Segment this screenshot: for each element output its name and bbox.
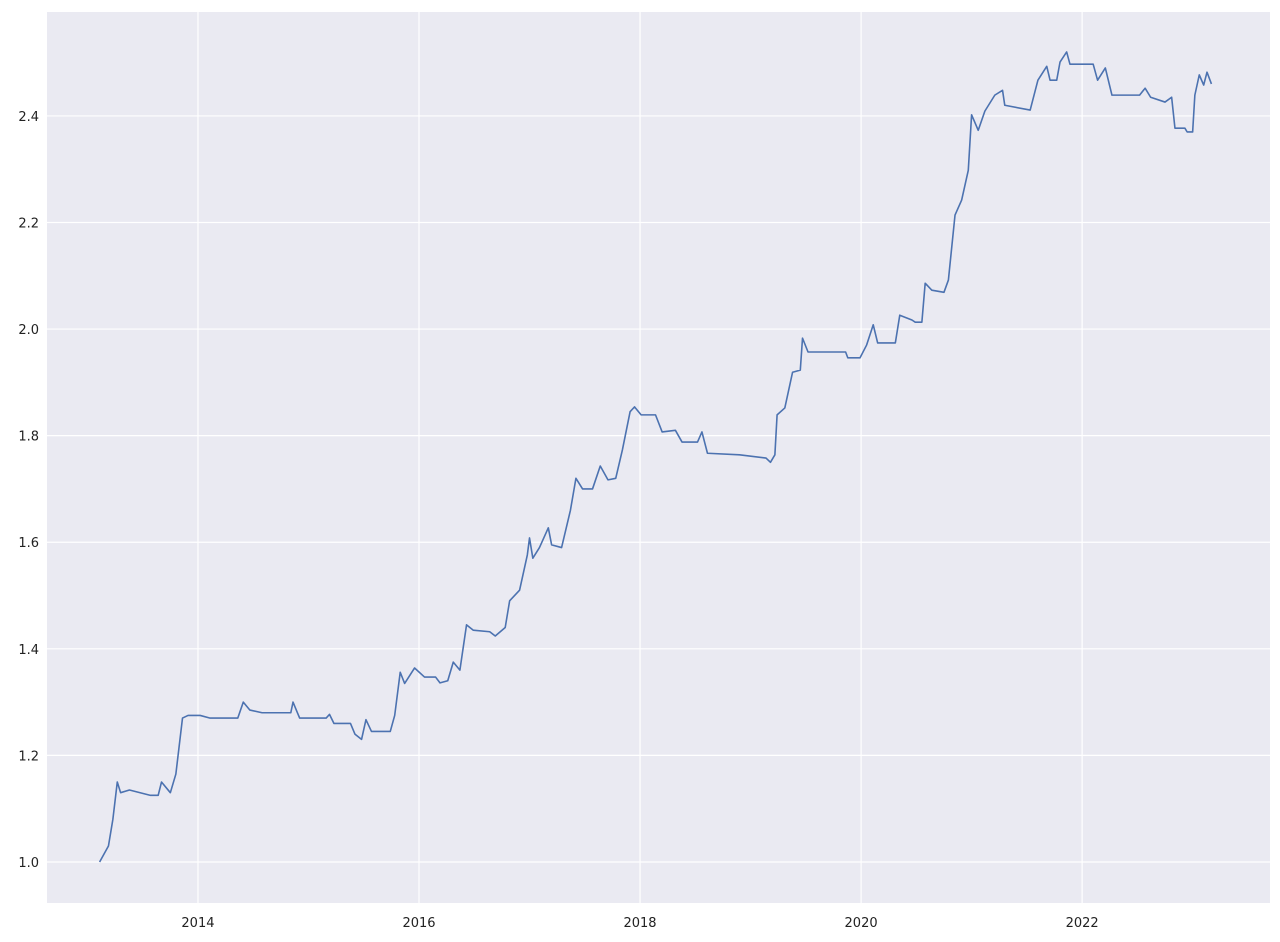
- y-tick-label: 1.8: [18, 430, 39, 445]
- line-series: [98, 51, 1213, 863]
- y-tick-label: 1.0: [18, 856, 39, 871]
- y-tick-label: 1.6: [18, 536, 39, 551]
- y-tick-label: 2.0: [18, 323, 39, 338]
- y-tick-label: 2.4: [18, 110, 39, 125]
- x-tick-label: 2018: [623, 916, 656, 931]
- y-tick-label: 1.2: [18, 749, 39, 764]
- y-tick-label: 1.4: [18, 643, 39, 658]
- x-tick-label: 2022: [1066, 916, 1099, 931]
- x-tick-label: 2016: [402, 916, 435, 931]
- x-tick-label: 2020: [845, 916, 878, 931]
- x-tick-label: 2014: [181, 916, 214, 931]
- y-tick-label: 2.2: [18, 216, 39, 231]
- plot-area: [47, 12, 1270, 903]
